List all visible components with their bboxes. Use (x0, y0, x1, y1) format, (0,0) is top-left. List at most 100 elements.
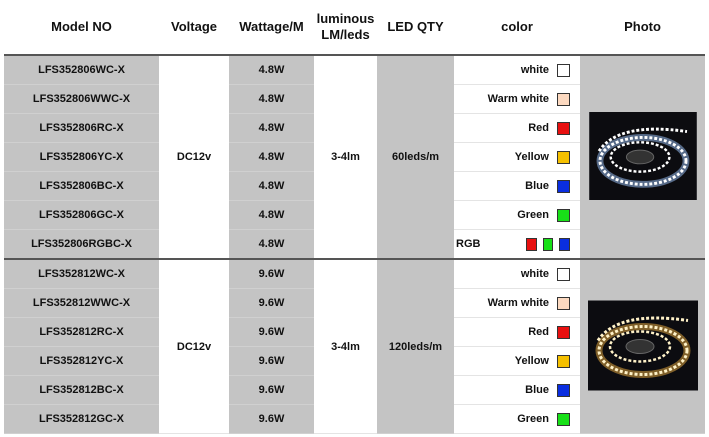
color-wrap: white (454, 56, 580, 84)
color-wrap: Red (454, 114, 580, 142)
data-row: LFS352806GC-X 4.8W Green (4, 200, 705, 230)
color-cell: RGB (454, 229, 580, 260)
color-wrap: Yellow (454, 347, 580, 375)
data-row: LFS352806WWC-X 4.8W Warm white (4, 84, 705, 114)
wattage-cell: 9.6W (229, 346, 314, 376)
data-row: LFS352806WC-X DC12v 4.8W 3-4lm 60leds/m white (4, 54, 705, 260)
color-cell: Yellow (454, 346, 580, 376)
color-label: Blue (525, 180, 549, 192)
data-row: LFS352806RC-X 4.8W Red (4, 113, 705, 143)
color-swatch (557, 92, 570, 106)
voltage-cell: DC12v (159, 258, 229, 434)
color-wrap: Blue (454, 376, 580, 404)
wattage-cell: 4.8W (229, 54, 314, 85)
data-row: LFS352812YC-X 9.6W Yellow (4, 346, 705, 376)
color-cell: Warm white (454, 84, 580, 114)
color-cell: Yellow (454, 142, 580, 172)
color-swatch (542, 237, 554, 251)
spec-table: Model NO Voltage Wattage/M luminous LM/leds… (4, 0, 705, 434)
wattage-cell: 9.6W (229, 317, 314, 347)
color-cell: Warm white (454, 288, 580, 318)
model-cell: LFS352812YC-X (4, 346, 159, 376)
color-label: Red (528, 122, 549, 134)
wattage-cell: 4.8W (229, 84, 314, 114)
color-wrap: Green (454, 201, 580, 229)
model-cell: LFS352812WWC-X (4, 288, 159, 318)
voltage-cell: DC12v (159, 54, 229, 260)
color-swatch (557, 63, 570, 77)
color-cell: Green (454, 404, 580, 434)
color-label: RGB (456, 238, 481, 250)
header-cell: Wattage/M (229, 0, 314, 55)
wattage-cell: 9.6W (229, 258, 314, 289)
color-cell: Red (454, 113, 580, 143)
color-swatch (557, 383, 570, 397)
header-row: Model NO Voltage Wattage/M luminous LM/leds… (4, 0, 705, 55)
wattage-cell: 9.6W (229, 404, 314, 434)
led-qty-cell: 60leds/m (377, 54, 454, 260)
wattage-cell: 9.6W (229, 288, 314, 318)
data-row: LFS352806BC-X 4.8W Blue (4, 171, 705, 201)
color-label: Green (517, 209, 549, 221)
color-cell: Green (454, 200, 580, 230)
color-swatch (557, 296, 570, 310)
color-swatch (557, 325, 570, 339)
wattage-cell: 4.8W (229, 229, 314, 260)
color-label: Green (517, 413, 549, 425)
color-swatch (557, 354, 570, 368)
wattage-cell: 4.8W (229, 113, 314, 143)
color-swatch (557, 121, 570, 135)
data-row: LFS352812GC-X 9.6W Green (4, 404, 705, 434)
model-cell: LFS352806BC-X (4, 171, 159, 201)
data-row: LFS352806YC-X 4.8W Yellow (4, 142, 705, 172)
model-cell: LFS352806RGBC-X (4, 229, 159, 260)
color-wrap: Yellow (454, 143, 580, 171)
led-qty-cell: 120leds/m (377, 258, 454, 434)
color-wrap: Warm white (454, 289, 580, 317)
wattage-cell: 4.8W (229, 200, 314, 230)
wattage-cell: 4.8W (229, 171, 314, 201)
color-label: Warm white (487, 297, 549, 309)
color-cell: Red (454, 317, 580, 347)
color-cell: white (454, 258, 580, 289)
data-row: LFS352812BC-X 9.6W Blue (4, 375, 705, 405)
header-cell: Photo (580, 0, 705, 55)
model-cell: LFS352812BC-X (4, 375, 159, 405)
color-label: Blue (525, 384, 549, 396)
header-cell: color (454, 0, 580, 55)
photo-cell (580, 258, 705, 434)
data-row: LFS352806RGBC-X 4.8W RGB (4, 229, 705, 260)
color-wrap: white (454, 260, 580, 288)
color-wrap: RGB (454, 230, 580, 258)
color-swatch (526, 237, 537, 251)
color-swatch (557, 267, 570, 281)
wattage-cell: 9.6W (229, 375, 314, 405)
color-swatch (557, 208, 570, 222)
led-photo (588, 111, 697, 200)
color-label: Warm white (487, 93, 549, 105)
data-row: LFS352812RC-X 9.6W Red (4, 317, 705, 347)
color-label: Yellow (514, 151, 549, 163)
color-wrap: Blue (454, 172, 580, 200)
color-label: Yellow (514, 355, 549, 367)
color-cell: white (454, 54, 580, 85)
luminous-cell: 3-4lm (314, 258, 377, 434)
color-wrap: Warm white (454, 85, 580, 113)
color-label: Red (528, 326, 549, 338)
model-cell: LFS352812RC-X (4, 317, 159, 347)
wattage-cell: 4.8W (229, 142, 314, 172)
color-wrap: Red (454, 318, 580, 346)
model-cell: LFS352812GC-X (4, 404, 159, 434)
color-cell: Blue (454, 375, 580, 405)
model-cell: LFS352806YC-X (4, 142, 159, 172)
data-row: LFS352812WC-X DC12v 9.6W 3-4lm 120leds/m whit… (4, 258, 705, 434)
model-cell: LFS352806GC-X (4, 200, 159, 230)
color-label: white (520, 64, 549, 76)
header-cell: Model NO (4, 0, 159, 55)
color-swatch (557, 150, 570, 164)
color-cell: Blue (454, 171, 580, 201)
header-cell: LED QTY (377, 0, 454, 55)
table-body: LFS352806WC-X DC12v 4.8W 3-4lm 60leds/m white… (4, 54, 705, 434)
header-cell: Voltage (159, 0, 229, 55)
